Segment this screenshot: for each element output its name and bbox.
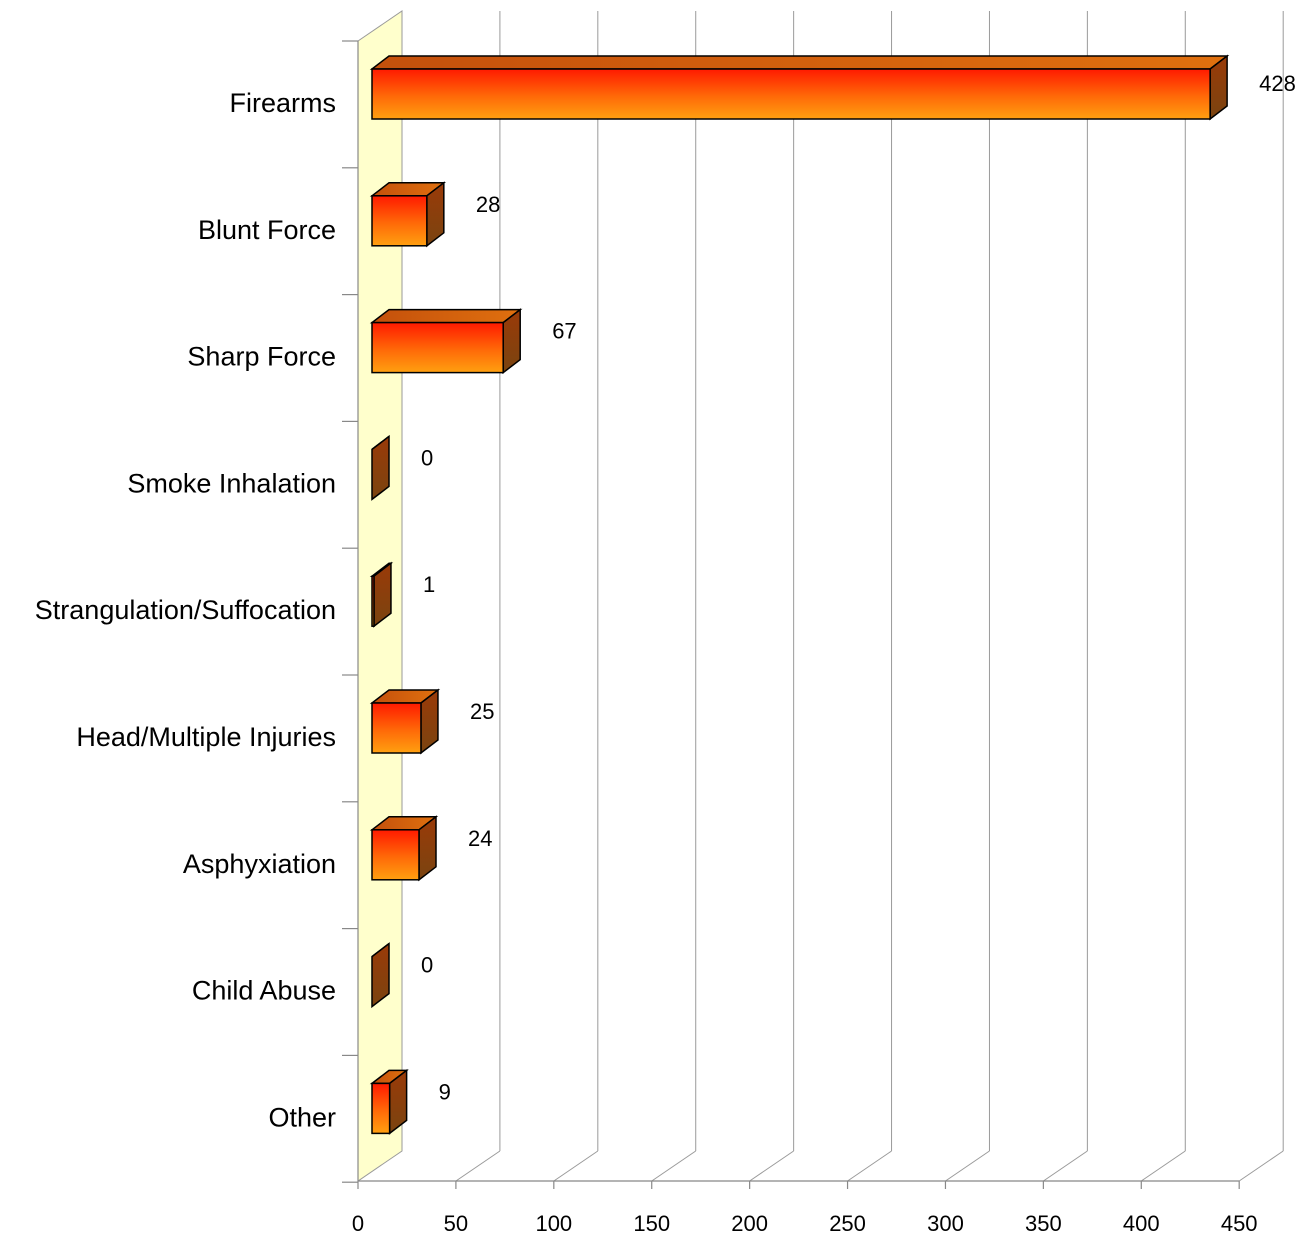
value-label: 24 <box>468 826 492 851</box>
category-label: Smoke Inhalation <box>127 468 336 498</box>
floor-gridline <box>1140 1150 1186 1182</box>
category-label: Other <box>268 1102 336 1132</box>
x-tick-label: 400 <box>1123 1211 1160 1236</box>
bar-side-face <box>371 942 390 1009</box>
bar-asphyxiation <box>369 815 439 882</box>
value-label: 428 <box>1259 71 1296 96</box>
category-label: Sharp Force <box>187 342 336 372</box>
bar-head-multiple-injuries <box>369 688 441 755</box>
bar-child-abuse <box>371 942 390 1009</box>
gridlines <box>455 11 1284 1182</box>
value-label: 0 <box>421 445 433 470</box>
value-label: 25 <box>470 699 494 724</box>
value-label: 67 <box>552 319 576 344</box>
bar-smoke-inhalation <box>371 434 390 501</box>
floor-gridline <box>553 1150 599 1182</box>
value-label: 0 <box>421 953 433 978</box>
bar-top-face <box>369 308 523 324</box>
x-tick-label: 50 <box>444 1211 468 1236</box>
bar-strangulation-suffocation <box>369 561 394 628</box>
floor-gridline <box>1043 1150 1088 1182</box>
floor-gridline <box>651 1150 697 1182</box>
floor-gridline <box>847 1150 892 1182</box>
bar-front-face <box>371 321 504 374</box>
value-label: 28 <box>476 192 500 217</box>
bar-firearms <box>369 54 1230 121</box>
category-label: Strangulation/Suffocation <box>35 595 336 625</box>
category-label: Child Abuse <box>192 976 336 1006</box>
bar-top-face <box>369 55 1230 70</box>
x-tick-label: 250 <box>829 1211 866 1236</box>
x-tick-label: 450 <box>1221 1211 1258 1236</box>
x-tick-label: 0 <box>352 1211 364 1236</box>
bar-front-face <box>371 702 422 754</box>
floor-gridline <box>945 1150 990 1182</box>
x-tick-label: 300 <box>927 1211 964 1236</box>
axes <box>342 40 1240 1189</box>
x-tick-label: 200 <box>731 1211 768 1236</box>
bar-other <box>369 1068 409 1135</box>
category-label: Head/Multiple Injuries <box>76 722 336 752</box>
labels: 0 50 100 150 200 250 300 350 400 450Firearms428Bl… <box>35 71 1296 1236</box>
bars <box>369 54 1230 1135</box>
bar-front-face <box>371 68 1211 120</box>
x-tick-label: 150 <box>633 1211 670 1236</box>
value-label: 9 <box>439 1079 451 1104</box>
x-tick-label: 100 <box>535 1211 572 1236</box>
floor-gridline <box>1238 1150 1284 1182</box>
bar-front-face <box>371 195 428 247</box>
value-label: 1 <box>423 572 435 597</box>
x-tick-label: 350 <box>1025 1211 1062 1236</box>
bar-front-face <box>371 575 375 627</box>
bar-front-face <box>371 1082 391 1135</box>
bar-front-face <box>371 829 420 881</box>
floor-gridline <box>749 1150 794 1182</box>
bar-blunt-force <box>369 181 447 248</box>
bar-sharp-force <box>369 308 523 375</box>
category-label: Asphyxiation <box>183 849 336 879</box>
category-label: Firearms <box>230 88 337 118</box>
bar-side-face <box>371 434 390 501</box>
floor-gridline <box>455 1150 501 1182</box>
category-label: Blunt Force <box>198 215 336 245</box>
